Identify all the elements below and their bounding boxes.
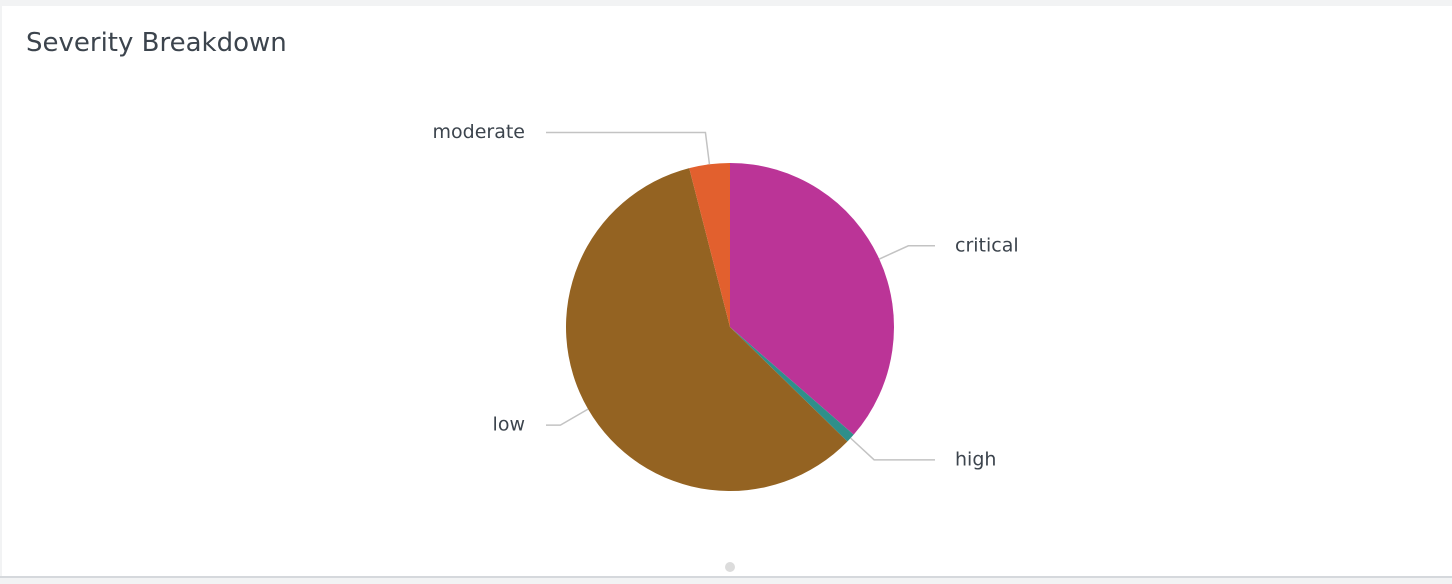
chart-title: Severity Breakdown <box>26 28 287 58</box>
pie-slice <box>689 163 730 327</box>
slice-label: low <box>493 414 525 436</box>
leader-line <box>546 131 711 165</box>
slice-label: high <box>955 448 996 470</box>
pie-slice <box>565 168 848 492</box>
leader-line <box>878 245 935 260</box>
pie-slice <box>730 327 854 442</box>
slice-label: critical <box>955 234 1019 256</box>
pie-slice <box>730 163 894 435</box>
leader-line <box>850 437 935 461</box>
leader-line <box>546 408 589 426</box>
resize-handle <box>725 562 735 572</box>
slice-label: moderate <box>433 121 525 143</box>
